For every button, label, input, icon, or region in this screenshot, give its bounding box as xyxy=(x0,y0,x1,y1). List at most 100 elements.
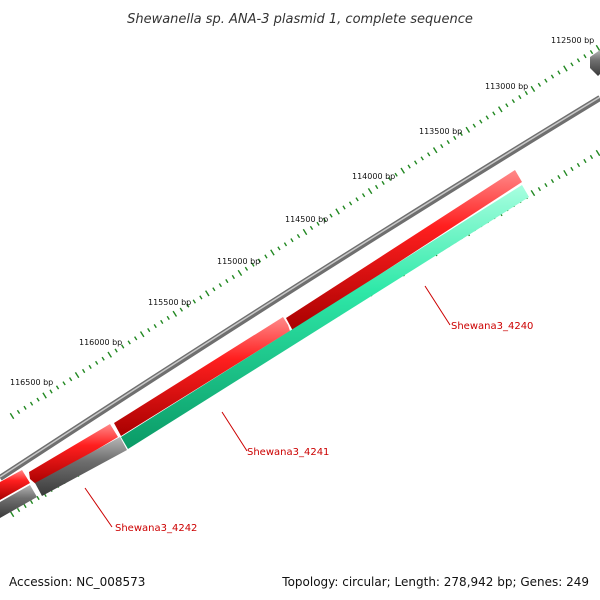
outer-tick xyxy=(479,119,483,124)
outer-tick xyxy=(367,188,373,195)
outer-tick xyxy=(589,50,594,55)
outer-tick xyxy=(329,213,333,218)
inner-tick xyxy=(563,169,568,177)
tick-label-112500: 112500 bp xyxy=(551,36,594,45)
outer-tick xyxy=(302,228,308,236)
outer-tick xyxy=(68,377,73,382)
outer-tick xyxy=(453,135,457,140)
outer-tick xyxy=(244,266,249,271)
inner-tick xyxy=(544,183,548,188)
outer-tick xyxy=(446,140,450,145)
leader-line-shewana3-4241 xyxy=(221,411,248,452)
outer-tick xyxy=(107,351,112,358)
gene-arrow-left-1[interactable] xyxy=(29,424,118,485)
outer-tick xyxy=(518,95,522,100)
outer-tick xyxy=(322,217,327,222)
sequence-backbone xyxy=(0,95,600,481)
outer-tick xyxy=(147,328,151,333)
outer-tick xyxy=(95,360,99,365)
outer-tick xyxy=(49,389,53,394)
topology-summary: Topology: circular; Length: 278,942 bp; … xyxy=(282,575,589,589)
outer-tick xyxy=(101,356,105,361)
outer-tick xyxy=(361,193,366,198)
inner-tick xyxy=(595,149,600,157)
outer-tick xyxy=(432,147,438,154)
outer-tick xyxy=(537,82,542,87)
feature-gray-top-right xyxy=(590,50,600,76)
leader-line-shewana3-4242 xyxy=(84,487,113,528)
tick-label-114000: 114000 bp xyxy=(352,172,395,181)
outer-tick xyxy=(179,307,183,312)
tick-label-113500: 113500 bp xyxy=(419,127,462,136)
inner-tick xyxy=(36,495,40,501)
gene-label-shewana3-4240[interactable]: Shewana3_4240 xyxy=(451,321,533,332)
outer-tick xyxy=(9,412,15,420)
feature-gray-lower[interactable] xyxy=(35,437,127,496)
outer-tick xyxy=(583,54,587,59)
inner-tick xyxy=(550,179,555,184)
inner-tick xyxy=(576,162,581,168)
outer-tick xyxy=(29,401,34,406)
outer-tick-row xyxy=(9,44,600,420)
outer-tick xyxy=(74,372,80,379)
inner-tick xyxy=(29,499,34,505)
gene-arrow-left-2[interactable] xyxy=(0,470,30,500)
outer-tick xyxy=(309,225,314,230)
inner-tick xyxy=(537,187,542,192)
outer-tick xyxy=(290,238,294,243)
gene-arrow-shewana3-4241-forward[interactable] xyxy=(114,317,290,436)
sequence-backbone-highlight xyxy=(0,96,600,478)
inner-tick xyxy=(9,510,15,518)
outer-tick xyxy=(36,397,40,402)
tick-label-115500: 115500 bp xyxy=(148,298,191,307)
outer-tick xyxy=(557,70,561,75)
outer-tick xyxy=(511,99,515,104)
outer-tick xyxy=(427,152,431,157)
outer-tick xyxy=(316,221,320,226)
outer-tick xyxy=(264,254,268,259)
inner-tick xyxy=(530,190,536,197)
outer-tick xyxy=(225,279,229,284)
outer-tick xyxy=(270,249,275,256)
outer-tick xyxy=(550,74,555,79)
gene-label-shewana3-4241[interactable]: Shewana3_4241 xyxy=(247,447,329,458)
gene-label-shewana3-4242[interactable]: Shewana3_4242 xyxy=(115,523,197,534)
outer-tick xyxy=(283,242,288,247)
outer-tick xyxy=(186,303,190,308)
outer-tick xyxy=(459,131,463,136)
inner-tick xyxy=(570,166,574,172)
outer-tick xyxy=(16,409,21,414)
inner-tick xyxy=(16,507,21,513)
outer-tick xyxy=(570,62,574,67)
outer-tick xyxy=(218,283,222,288)
outer-tick xyxy=(465,126,471,133)
gene-arrow-shewana3-4242[interactable] xyxy=(0,485,37,518)
outer-tick xyxy=(381,180,385,185)
outer-tick xyxy=(296,234,301,239)
outer-tick xyxy=(82,368,86,374)
outer-tick xyxy=(172,310,178,317)
outer-tick xyxy=(62,381,66,386)
leader-line-shewana3-4240 xyxy=(424,285,451,326)
outer-tick xyxy=(414,160,418,165)
gene-arrow-shewana3-4241[interactable] xyxy=(121,185,529,449)
map-title: Shewanella sp. ANA-3 plasmid 1, complete… xyxy=(127,12,473,27)
outer-tick xyxy=(88,364,92,369)
outer-tick xyxy=(388,176,392,181)
outer-tick xyxy=(355,197,359,202)
tick-label-116500: 116500 bp xyxy=(10,378,53,387)
outer-tick xyxy=(524,90,528,96)
outer-tick xyxy=(121,344,125,349)
outer-tick xyxy=(237,269,243,276)
outer-tick xyxy=(348,201,353,206)
outer-tick xyxy=(257,258,262,263)
outer-tick xyxy=(23,405,27,410)
outer-tick xyxy=(472,123,476,128)
outer-tick xyxy=(55,385,60,390)
tick-labels: 112500 bp 113000 bp 113500 bp 114000 bp … xyxy=(10,36,594,387)
outer-tick xyxy=(160,319,164,324)
outer-tick xyxy=(139,331,145,338)
outer-tick xyxy=(394,172,398,177)
gene-arrow-shewana3-4240[interactable] xyxy=(286,170,522,331)
